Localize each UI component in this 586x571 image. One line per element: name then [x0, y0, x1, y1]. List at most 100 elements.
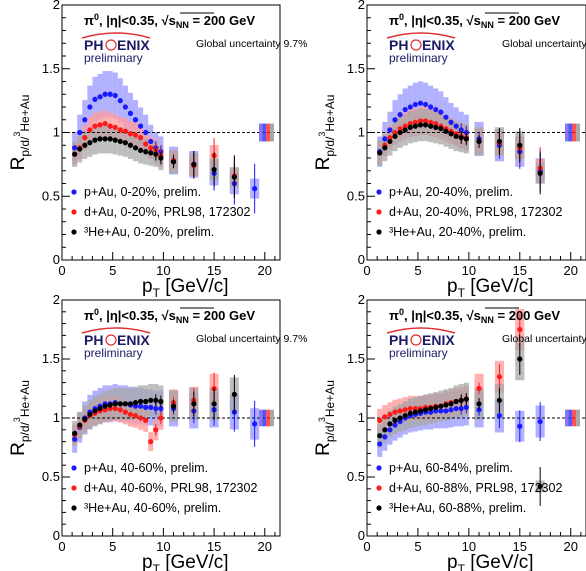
data-point-HeAu — [107, 136, 113, 142]
data-point-HeAu — [191, 161, 197, 167]
plot-area — [367, 81, 586, 195]
data-point-HeAu — [82, 142, 88, 148]
data-point-HeAu — [137, 147, 144, 153]
legend-marker-dAu — [376, 209, 382, 215]
y-tick-label: 0.5 — [347, 188, 365, 203]
legend-marker-pAu — [376, 465, 382, 471]
data-point-pAu — [392, 117, 398, 123]
logo-preliminary: preliminary — [84, 346, 143, 360]
data-point-HeAu — [107, 402, 113, 408]
data-point-pAu — [397, 112, 403, 118]
data-point-pAu — [82, 117, 88, 123]
data-point-HeAu — [463, 136, 469, 142]
data-point-HeAu — [453, 398, 459, 405]
data-point-HeAu — [148, 397, 154, 403]
y-tick-label: 1.5 — [347, 61, 365, 76]
legend-entry: d+Au, 0-20%, PRL98, 172302 — [84, 205, 250, 219]
data-point-HeAu — [392, 417, 398, 423]
global-uncertainty-box-HeAu — [576, 123, 580, 142]
global-uncertainty-box-dAu — [266, 409, 270, 427]
data-point-dAu — [517, 326, 523, 333]
y-axis-label: Rp/d/3He+Au — [8, 380, 32, 456]
data-point-dAu — [107, 123, 113, 129]
y-tick-label: 2 — [53, 0, 60, 12]
x-tick-label: 15 — [513, 263, 527, 278]
y-tick-label: 1.5 — [42, 351, 60, 366]
data-point-dAu — [137, 135, 144, 141]
data-point-dAu — [127, 131, 134, 137]
data-point-dAu — [102, 120, 108, 127]
data-point-HeAu — [158, 398, 164, 405]
data-point-pAu — [402, 106, 408, 113]
data-point-dAu — [82, 135, 88, 141]
legend-entry: p+Au, 20-40%, prelim. — [389, 185, 513, 199]
data-point-HeAu — [153, 397, 159, 403]
data-point-HeAu — [153, 151, 159, 157]
data-point-HeAu — [422, 122, 429, 128]
data-point-HeAu — [458, 135, 464, 141]
data-point-dAu — [153, 427, 159, 433]
data-point-HeAu — [112, 137, 118, 143]
data-point-pAu — [107, 91, 113, 97]
logo-text-right: ENIX — [422, 37, 455, 53]
data-point-HeAu — [72, 430, 78, 436]
data-point-dAu — [132, 413, 139, 419]
x-tick-label: 15 — [207, 263, 221, 278]
legend-marker-pAu — [71, 189, 77, 195]
data-point-dAu — [387, 135, 393, 141]
data-point-HeAu — [537, 170, 543, 176]
global-uncertainty-text: Global uncertainty 9.7% — [196, 333, 307, 345]
data-point-HeAu — [97, 405, 103, 412]
data-point-HeAu — [132, 145, 139, 151]
data-point-HeAu — [127, 401, 134, 407]
data-point-HeAu — [402, 413, 408, 419]
data-point-HeAu — [402, 127, 408, 133]
data-point-HeAu — [397, 129, 403, 136]
data-point-HeAu — [448, 131, 454, 137]
data-point-pAu — [387, 127, 393, 133]
x-tick-label: 5 — [414, 263, 421, 278]
data-point-pAu — [453, 123, 459, 129]
x-tick-label: 0 — [58, 263, 65, 278]
x-tick-label: 5 — [109, 263, 116, 278]
logo-text-right: ENIX — [117, 332, 150, 348]
legend-entry: d+Au, 60-88%, PRL98, 172302 — [389, 481, 562, 495]
data-point-HeAu — [517, 142, 523, 148]
y-tick-label: 0 — [358, 252, 365, 267]
x-tick-label: 10 — [462, 539, 476, 554]
y-tick-label: 2 — [358, 292, 365, 307]
data-point-pAu — [458, 405, 464, 412]
panel-1: 0 5 10 15 20 0 0.5 1 1.5 2 Rp/d/3He+Au pT [GeV/c] π0… — [8, 0, 307, 300]
panel-3: 0 5 10 15 20 0 0.5 1 1.5 2 Rp/d/3He+Au pT [GeV/c] π0… — [8, 292, 307, 571]
data-point-pAu — [417, 100, 424, 106]
data-point-pAu — [443, 114, 449, 120]
data-point-pAu — [127, 110, 134, 116]
data-point-HeAu — [417, 408, 424, 414]
global-uncertainty-box-dAu — [572, 409, 576, 427]
data-point-HeAu — [211, 166, 217, 173]
legend-entry: ³He+Au, 40-60%, prelim. — [84, 501, 221, 515]
global-uncertainty-box-combined — [565, 123, 569, 142]
panel-2: 0 5 10 15 20 0 0.5 1 1.5 2 Rp/d/3He+Au pT [GeV/c] π0… — [313, 0, 586, 300]
data-point-pAu — [112, 92, 118, 99]
panel-header: π0, |η|<0.35, √sNN = 200 GeV — [84, 307, 255, 325]
data-point-pAu — [102, 91, 108, 97]
data-point-dAu — [87, 127, 93, 133]
panel-header: π0, |η|<0.35, √sNN = 200 GeV — [389, 12, 560, 30]
data-point-dAu — [92, 123, 98, 129]
global-uncertainty-text: Global uncertainty 9.7% — [502, 333, 586, 345]
data-point-HeAu — [143, 149, 149, 155]
y-tick-label: 0 — [53, 252, 60, 267]
panel-4: 0 5 10 15 20 0 0.5 1 1.5 2 Rp/d/3He+Au pT [GeV/c] π0… — [313, 292, 586, 571]
data-point-pAu — [158, 405, 164, 412]
data-point-dAu — [417, 118, 424, 124]
data-point-HeAu — [377, 433, 383, 439]
data-point-dAu — [377, 417, 383, 423]
data-point-pAu — [92, 96, 98, 102]
global-uncertainty-box-combined — [565, 409, 569, 427]
data-point-pAu — [252, 421, 258, 427]
data-point-dAu — [397, 126, 403, 132]
data-point-dAu — [132, 132, 139, 138]
data-point-HeAu — [117, 401, 123, 407]
data-point-dAu — [407, 405, 413, 412]
